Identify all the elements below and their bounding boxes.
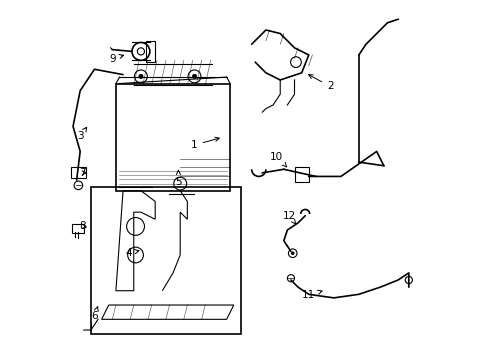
Text: 12: 12 xyxy=(282,211,295,224)
Text: 7: 7 xyxy=(79,168,86,178)
Text: 1: 1 xyxy=(191,137,219,150)
Circle shape xyxy=(290,251,294,255)
Text: 6: 6 xyxy=(91,307,98,321)
Circle shape xyxy=(139,74,143,78)
Bar xyxy=(294,167,308,182)
Text: 8: 8 xyxy=(79,221,86,231)
Text: 4: 4 xyxy=(125,248,139,258)
Text: 11: 11 xyxy=(302,290,322,300)
Text: 2: 2 xyxy=(308,75,333,91)
Bar xyxy=(91,187,241,334)
Text: 3: 3 xyxy=(77,127,86,141)
Text: 10: 10 xyxy=(269,152,286,167)
Text: 5: 5 xyxy=(175,170,182,187)
Circle shape xyxy=(192,74,196,78)
Text: 9: 9 xyxy=(109,54,123,64)
Bar xyxy=(146,41,155,62)
